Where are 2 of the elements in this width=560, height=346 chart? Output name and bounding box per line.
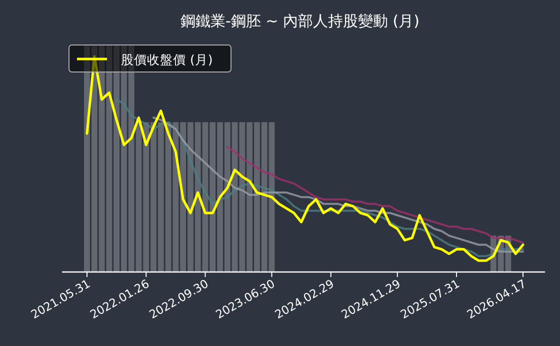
chart-title: 鋼鐵業-鋼胚 ~ 內部人持股變動 (月) — [180, 12, 420, 30]
legend-label: 股價收盤價 (月) — [121, 52, 213, 67]
